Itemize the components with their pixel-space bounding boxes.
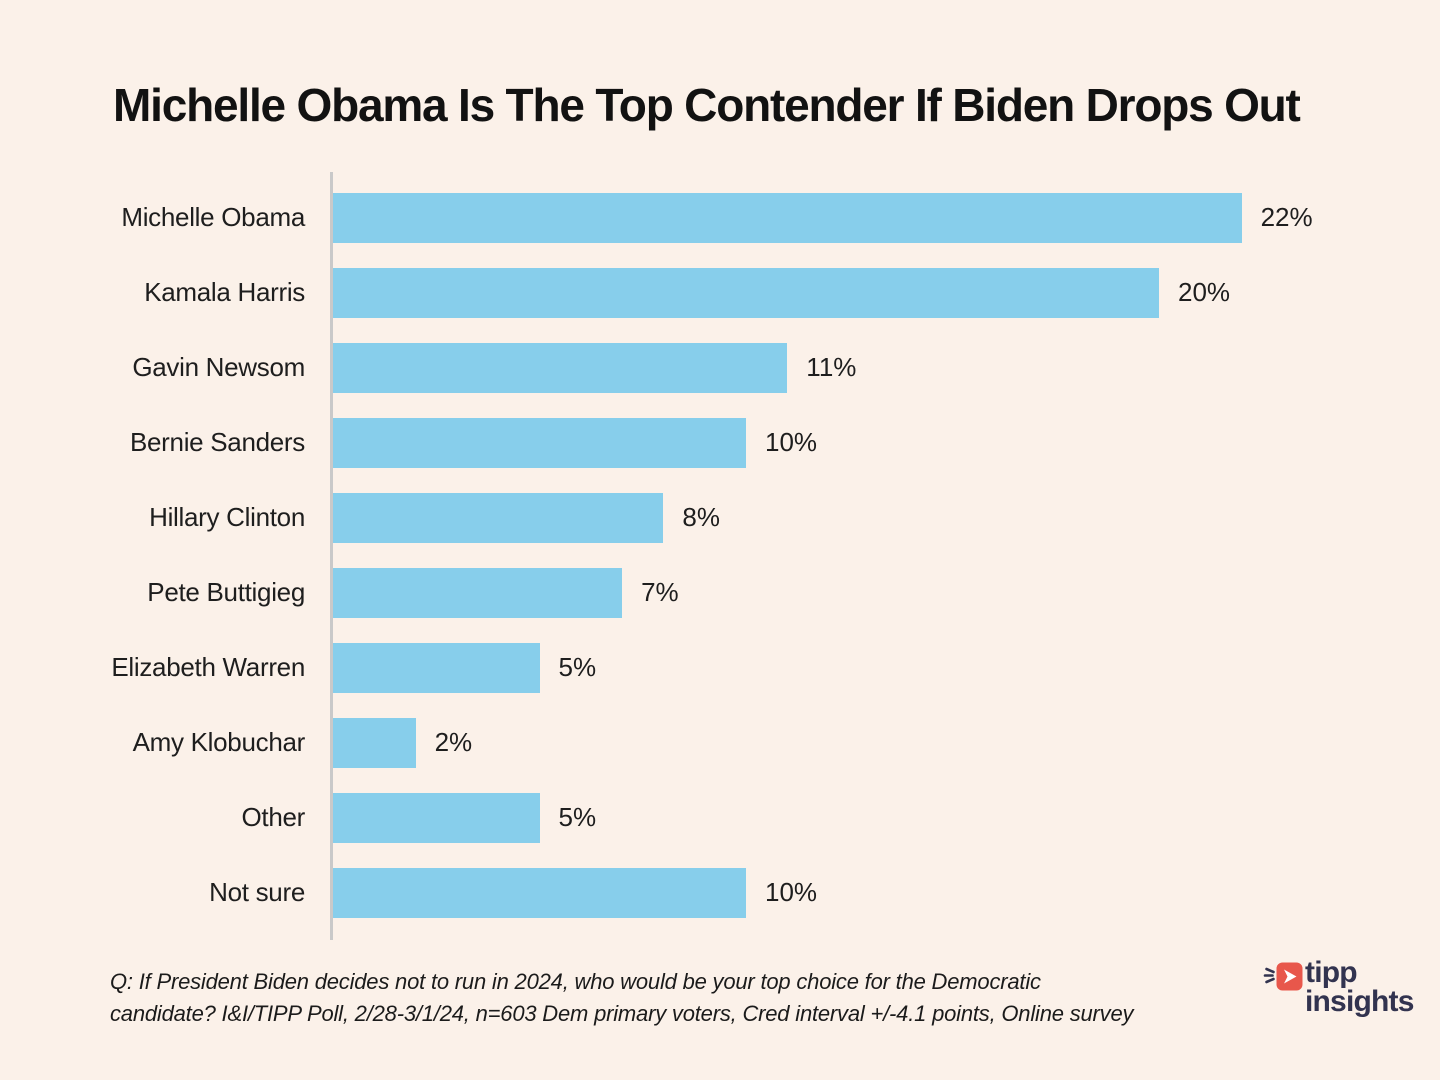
category-label: Bernie Sanders <box>129 427 305 457</box>
tipp-insights-logo: tipp insights <box>1263 956 1414 1018</box>
value-label: 20% <box>1178 277 1231 307</box>
chart-row: Not sure 10% <box>0 855 1440 930</box>
value-label: 5% <box>558 652 597 682</box>
chart-row: Pete Buttigieg 7% <box>0 555 1440 630</box>
category-label: Other <box>241 802 305 832</box>
category-label: Hillary Clinton <box>149 502 305 532</box>
chart-row: Bernie Sanders 10% <box>0 405 1440 480</box>
category-label: Amy Klobuchar <box>132 727 306 757</box>
chart-row: Kamala Harris 20% <box>0 255 1440 330</box>
bar <box>333 792 540 843</box>
value-label: 10% <box>765 877 818 907</box>
logo-word-tipp: tipp <box>1305 956 1358 989</box>
logo-word-insights: insights <box>1305 985 1414 1018</box>
chart-title: Michelle Obama Is The Top Contender If B… <box>113 79 1301 131</box>
bar <box>333 492 664 543</box>
bar <box>333 867 746 918</box>
chart-row: Michelle Obama 22% <box>0 180 1440 255</box>
bar-chart: Michelle Obama 22% Kamala Harris 20% Gavin N… <box>0 180 1440 930</box>
value-label: 7% <box>641 577 679 607</box>
bar <box>333 342 788 393</box>
category-label: Michelle Obama <box>121 202 305 232</box>
value-label: 11% <box>806 352 857 382</box>
chart-row: Gavin Newsom 11% <box>0 330 1440 405</box>
value-label: 8% <box>682 502 720 532</box>
bar <box>333 267 1159 318</box>
bar <box>333 417 746 468</box>
bar <box>333 717 416 768</box>
bar <box>333 567 623 618</box>
value-label: 10% <box>765 427 818 457</box>
chart-row: Hillary Clinton 8% <box>0 480 1440 555</box>
bar <box>333 642 540 693</box>
bar <box>333 192 1242 243</box>
chart-row: Elizabeth Warren 5% <box>0 630 1440 705</box>
value-label: 22% <box>1260 202 1313 232</box>
chart-row: Amy Klobuchar 2% <box>0 705 1440 780</box>
category-label: Gavin Newsom <box>132 352 305 382</box>
footnote-line-1: Q: If President Biden decides not to run… <box>110 969 1041 994</box>
category-label: Kamala Harris <box>144 277 305 307</box>
value-label: 2% <box>434 727 473 757</box>
category-label: Pete Buttigieg <box>147 577 305 607</box>
source-footnote: Q: If President Biden decides not to run… <box>110 966 1134 1030</box>
y-axis-line <box>330 172 333 940</box>
tipp-insights-megaphone-icon <box>1263 962 1303 991</box>
chart-row: Other 5% <box>0 780 1440 855</box>
category-label: Not sure <box>209 877 305 907</box>
footnote-line-2: candidate? I&I/TIPP Poll, 2/28-3/1/24, n… <box>110 1001 1134 1026</box>
category-label: Elizabeth Warren <box>111 652 305 682</box>
value-label: 5% <box>558 802 597 832</box>
